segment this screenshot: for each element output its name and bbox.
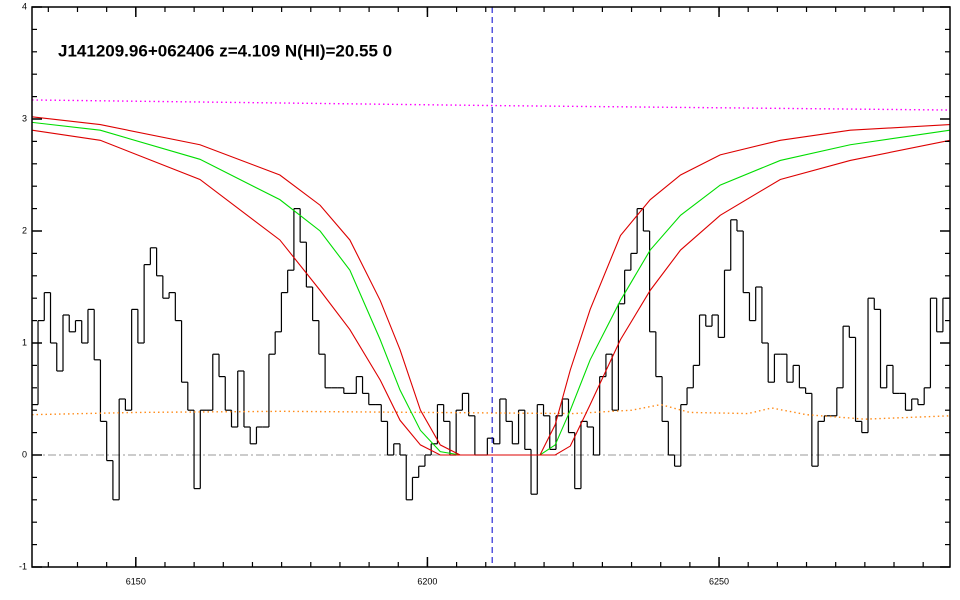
y-tick-label: 2 bbox=[22, 225, 27, 235]
y-tick-label: -1 bbox=[19, 561, 27, 571]
y-tick-label: 1 bbox=[22, 337, 27, 347]
x-tick-label: 6250 bbox=[709, 576, 729, 586]
y-tick-label: 4 bbox=[22, 1, 27, 11]
plot-frame bbox=[31, 6, 951, 568]
chart-title: J141209.96+062406 z=4.109 N(HI)=20.55 0 bbox=[58, 41, 392, 60]
model-line bbox=[32, 129, 950, 456]
y-tick-label: 3 bbox=[22, 113, 27, 123]
model-line bbox=[32, 99, 950, 111]
y-tick-label: 0 bbox=[22, 449, 27, 459]
x-tick-label: 6150 bbox=[126, 576, 146, 586]
x-tick-label: 6200 bbox=[417, 576, 437, 586]
